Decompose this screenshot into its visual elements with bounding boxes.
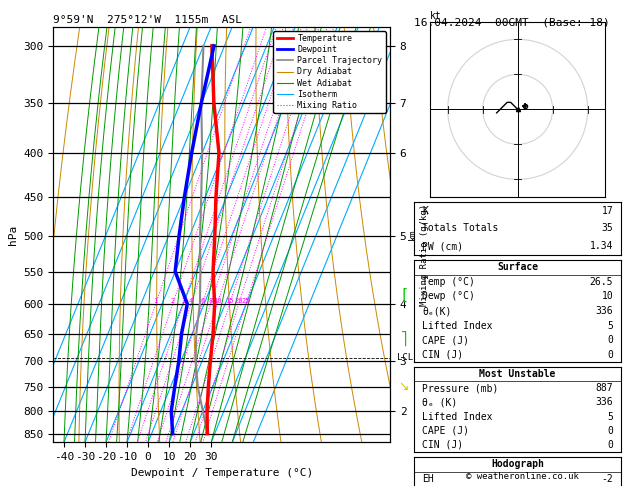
Text: 10: 10 [213, 298, 221, 304]
Text: 0: 0 [607, 426, 613, 436]
Text: 16.04.2024  00GMT  (Base: 18): 16.04.2024 00GMT (Base: 18) [414, 17, 610, 27]
Text: EH: EH [422, 474, 434, 485]
Text: Hodograph: Hodograph [491, 459, 544, 469]
Text: 5: 5 [607, 321, 613, 330]
Text: Surface: Surface [497, 262, 538, 272]
Text: 887: 887 [596, 383, 613, 393]
Text: 3: 3 [181, 298, 186, 304]
Text: K: K [422, 206, 428, 216]
Text: LCL: LCL [397, 353, 413, 362]
Text: 2: 2 [170, 298, 175, 304]
Text: Lifted Index: Lifted Index [422, 412, 493, 421]
Text: 20: 20 [235, 298, 243, 304]
Text: 5: 5 [607, 412, 613, 421]
Text: CIN (J): CIN (J) [422, 350, 464, 360]
Text: kt: kt [430, 11, 442, 21]
Text: © weatheronline.co.uk: © weatheronline.co.uk [465, 472, 579, 481]
Text: 0: 0 [607, 350, 613, 360]
Text: Mixing Ratio (g/kg): Mixing Ratio (g/kg) [420, 204, 429, 306]
Text: CAPE (J): CAPE (J) [422, 426, 469, 436]
X-axis label: Dewpoint / Temperature (°C): Dewpoint / Temperature (°C) [131, 468, 313, 478]
Legend: Temperature, Dewpoint, Parcel Trajectory, Dry Adiabat, Wet Adiabat, Isotherm, Mi: Temperature, Dewpoint, Parcel Trajectory… [274, 31, 386, 113]
Text: θₑ (K): θₑ (K) [422, 398, 457, 407]
Text: 10: 10 [601, 292, 613, 301]
Text: 4: 4 [189, 298, 193, 304]
Text: 1.34: 1.34 [589, 241, 613, 251]
Text: 9°59'N  275°12'W  1155m  ASL: 9°59'N 275°12'W 1155m ASL [53, 15, 242, 25]
Text: CIN (J): CIN (J) [422, 440, 464, 450]
Text: 336: 336 [596, 306, 613, 316]
Text: PW (cm): PW (cm) [422, 241, 464, 251]
Text: Lifted Index: Lifted Index [422, 321, 493, 330]
Text: 336: 336 [596, 398, 613, 407]
Y-axis label: hPa: hPa [8, 225, 18, 244]
Y-axis label: km
ASL: km ASL [408, 226, 430, 243]
Text: 25: 25 [242, 298, 250, 304]
Text: Dewp (°C): Dewp (°C) [422, 292, 475, 301]
Text: Most Unstable: Most Unstable [479, 369, 556, 379]
Text: 0: 0 [607, 335, 613, 345]
Text: Pressure (mb): Pressure (mb) [422, 383, 499, 393]
Text: [: [ [399, 288, 408, 303]
Text: 26.5: 26.5 [589, 277, 613, 287]
Text: -2: -2 [601, 474, 613, 485]
Text: ⎤: ⎤ [401, 330, 407, 346]
Text: CAPE (J): CAPE (J) [422, 335, 469, 345]
Text: 8: 8 [208, 298, 213, 304]
Text: Temp (°C): Temp (°C) [422, 277, 475, 287]
Text: ↘: ↘ [399, 381, 409, 394]
Text: 1: 1 [153, 298, 158, 304]
Text: 6: 6 [200, 298, 204, 304]
Text: 17: 17 [601, 206, 613, 216]
Text: 0: 0 [607, 440, 613, 450]
Text: 35: 35 [601, 224, 613, 233]
Text: θₑ(K): θₑ(K) [422, 306, 452, 316]
Text: 15: 15 [225, 298, 234, 304]
Text: Totals Totals: Totals Totals [422, 224, 499, 233]
